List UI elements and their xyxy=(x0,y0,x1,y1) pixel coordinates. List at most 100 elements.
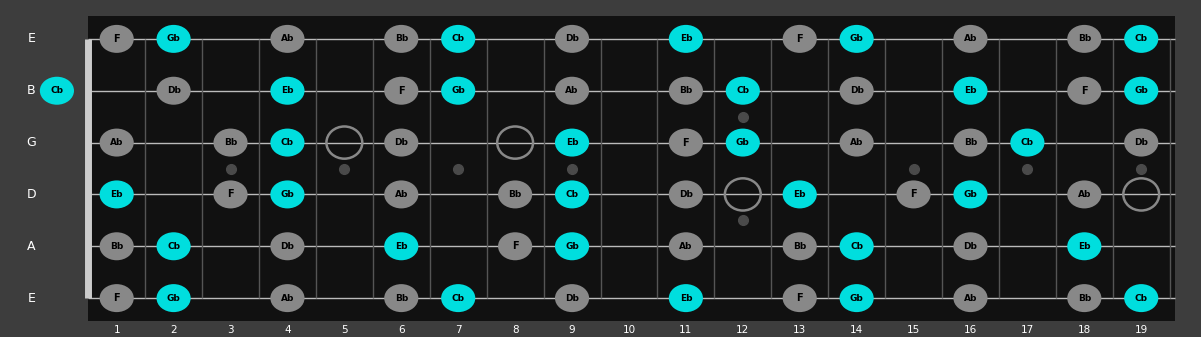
Ellipse shape xyxy=(156,77,191,105)
Text: Ab: Ab xyxy=(963,294,978,303)
Text: F: F xyxy=(113,34,120,44)
Ellipse shape xyxy=(839,25,873,53)
Ellipse shape xyxy=(100,129,133,157)
Ellipse shape xyxy=(1124,129,1158,157)
Text: Gb: Gb xyxy=(167,294,180,303)
Text: Db: Db xyxy=(1134,138,1148,147)
Text: Db: Db xyxy=(679,190,693,199)
Ellipse shape xyxy=(384,180,418,208)
Ellipse shape xyxy=(270,284,305,312)
Text: Bb: Bb xyxy=(964,138,978,147)
Ellipse shape xyxy=(839,284,873,312)
Ellipse shape xyxy=(896,180,931,208)
Ellipse shape xyxy=(555,77,590,105)
Text: Cb: Cb xyxy=(167,242,180,251)
Text: Cb: Cb xyxy=(452,34,465,43)
Text: 11: 11 xyxy=(680,325,693,335)
Text: F: F xyxy=(682,137,689,148)
Ellipse shape xyxy=(384,25,418,53)
Text: Db: Db xyxy=(167,86,180,95)
Ellipse shape xyxy=(384,284,418,312)
Text: Bb: Bb xyxy=(395,294,408,303)
Ellipse shape xyxy=(384,129,418,157)
Text: 6: 6 xyxy=(398,325,405,335)
FancyBboxPatch shape xyxy=(88,16,1176,321)
Ellipse shape xyxy=(555,25,590,53)
Text: Ab: Ab xyxy=(850,138,864,147)
Ellipse shape xyxy=(669,180,703,208)
Text: Gb: Gb xyxy=(167,34,180,43)
Text: Gb: Gb xyxy=(736,138,749,147)
Text: Gb: Gb xyxy=(452,86,465,95)
Text: Eb: Eb xyxy=(395,242,407,251)
Text: 2: 2 xyxy=(171,325,177,335)
Text: Db: Db xyxy=(394,138,408,147)
Ellipse shape xyxy=(954,77,987,105)
Text: Ab: Ab xyxy=(963,34,978,43)
Ellipse shape xyxy=(669,25,703,53)
Text: Eb: Eb xyxy=(680,34,692,43)
Ellipse shape xyxy=(839,77,873,105)
Text: Eb: Eb xyxy=(794,190,806,199)
Ellipse shape xyxy=(270,180,305,208)
Ellipse shape xyxy=(100,180,133,208)
Text: Bb: Bb xyxy=(1077,34,1091,43)
Text: Db: Db xyxy=(566,34,579,43)
Text: Bb: Bb xyxy=(793,242,806,251)
Text: G: G xyxy=(26,136,36,149)
Text: F: F xyxy=(113,293,120,303)
Text: F: F xyxy=(1081,86,1088,96)
Text: Cb: Cb xyxy=(50,86,64,95)
Text: Bb: Bb xyxy=(508,190,521,199)
Text: Gb: Gb xyxy=(850,294,864,303)
Text: F: F xyxy=(796,34,803,44)
Text: 16: 16 xyxy=(964,325,978,335)
Text: Cb: Cb xyxy=(736,86,749,95)
Ellipse shape xyxy=(270,77,305,105)
Text: Eb: Eb xyxy=(680,294,692,303)
Text: Eb: Eb xyxy=(110,190,123,199)
Text: Db: Db xyxy=(963,242,978,251)
Text: F: F xyxy=(796,293,803,303)
Text: Ab: Ab xyxy=(281,294,294,303)
Ellipse shape xyxy=(669,129,703,157)
Ellipse shape xyxy=(783,284,817,312)
Ellipse shape xyxy=(669,77,703,105)
Text: E: E xyxy=(28,32,35,45)
Text: Gb: Gb xyxy=(566,242,579,251)
Ellipse shape xyxy=(156,284,191,312)
Text: Ab: Ab xyxy=(110,138,124,147)
Ellipse shape xyxy=(555,232,590,260)
Text: Eb: Eb xyxy=(281,86,294,95)
Ellipse shape xyxy=(954,232,987,260)
Text: Gb: Gb xyxy=(1135,86,1148,95)
Ellipse shape xyxy=(783,180,817,208)
Ellipse shape xyxy=(1068,284,1101,312)
Ellipse shape xyxy=(498,232,532,260)
Ellipse shape xyxy=(839,232,873,260)
Text: 15: 15 xyxy=(907,325,920,335)
Text: F: F xyxy=(512,241,519,251)
Text: Bb: Bb xyxy=(110,242,124,251)
Ellipse shape xyxy=(954,129,987,157)
Ellipse shape xyxy=(1068,77,1101,105)
Text: 3: 3 xyxy=(227,325,234,335)
Text: Cb: Cb xyxy=(1135,294,1148,303)
Ellipse shape xyxy=(1124,25,1158,53)
Ellipse shape xyxy=(783,232,817,260)
Ellipse shape xyxy=(725,129,760,157)
Text: Bb: Bb xyxy=(1077,294,1091,303)
Ellipse shape xyxy=(954,180,987,208)
Ellipse shape xyxy=(498,180,532,208)
Text: Bb: Bb xyxy=(680,86,693,95)
Text: 7: 7 xyxy=(455,325,461,335)
Ellipse shape xyxy=(214,180,247,208)
Text: 13: 13 xyxy=(793,325,806,335)
Ellipse shape xyxy=(1068,180,1101,208)
Ellipse shape xyxy=(555,284,590,312)
Text: Cb: Cb xyxy=(1135,34,1148,43)
Text: Ab: Ab xyxy=(281,34,294,43)
Text: F: F xyxy=(227,189,234,200)
Ellipse shape xyxy=(555,129,590,157)
Text: 19: 19 xyxy=(1135,325,1148,335)
